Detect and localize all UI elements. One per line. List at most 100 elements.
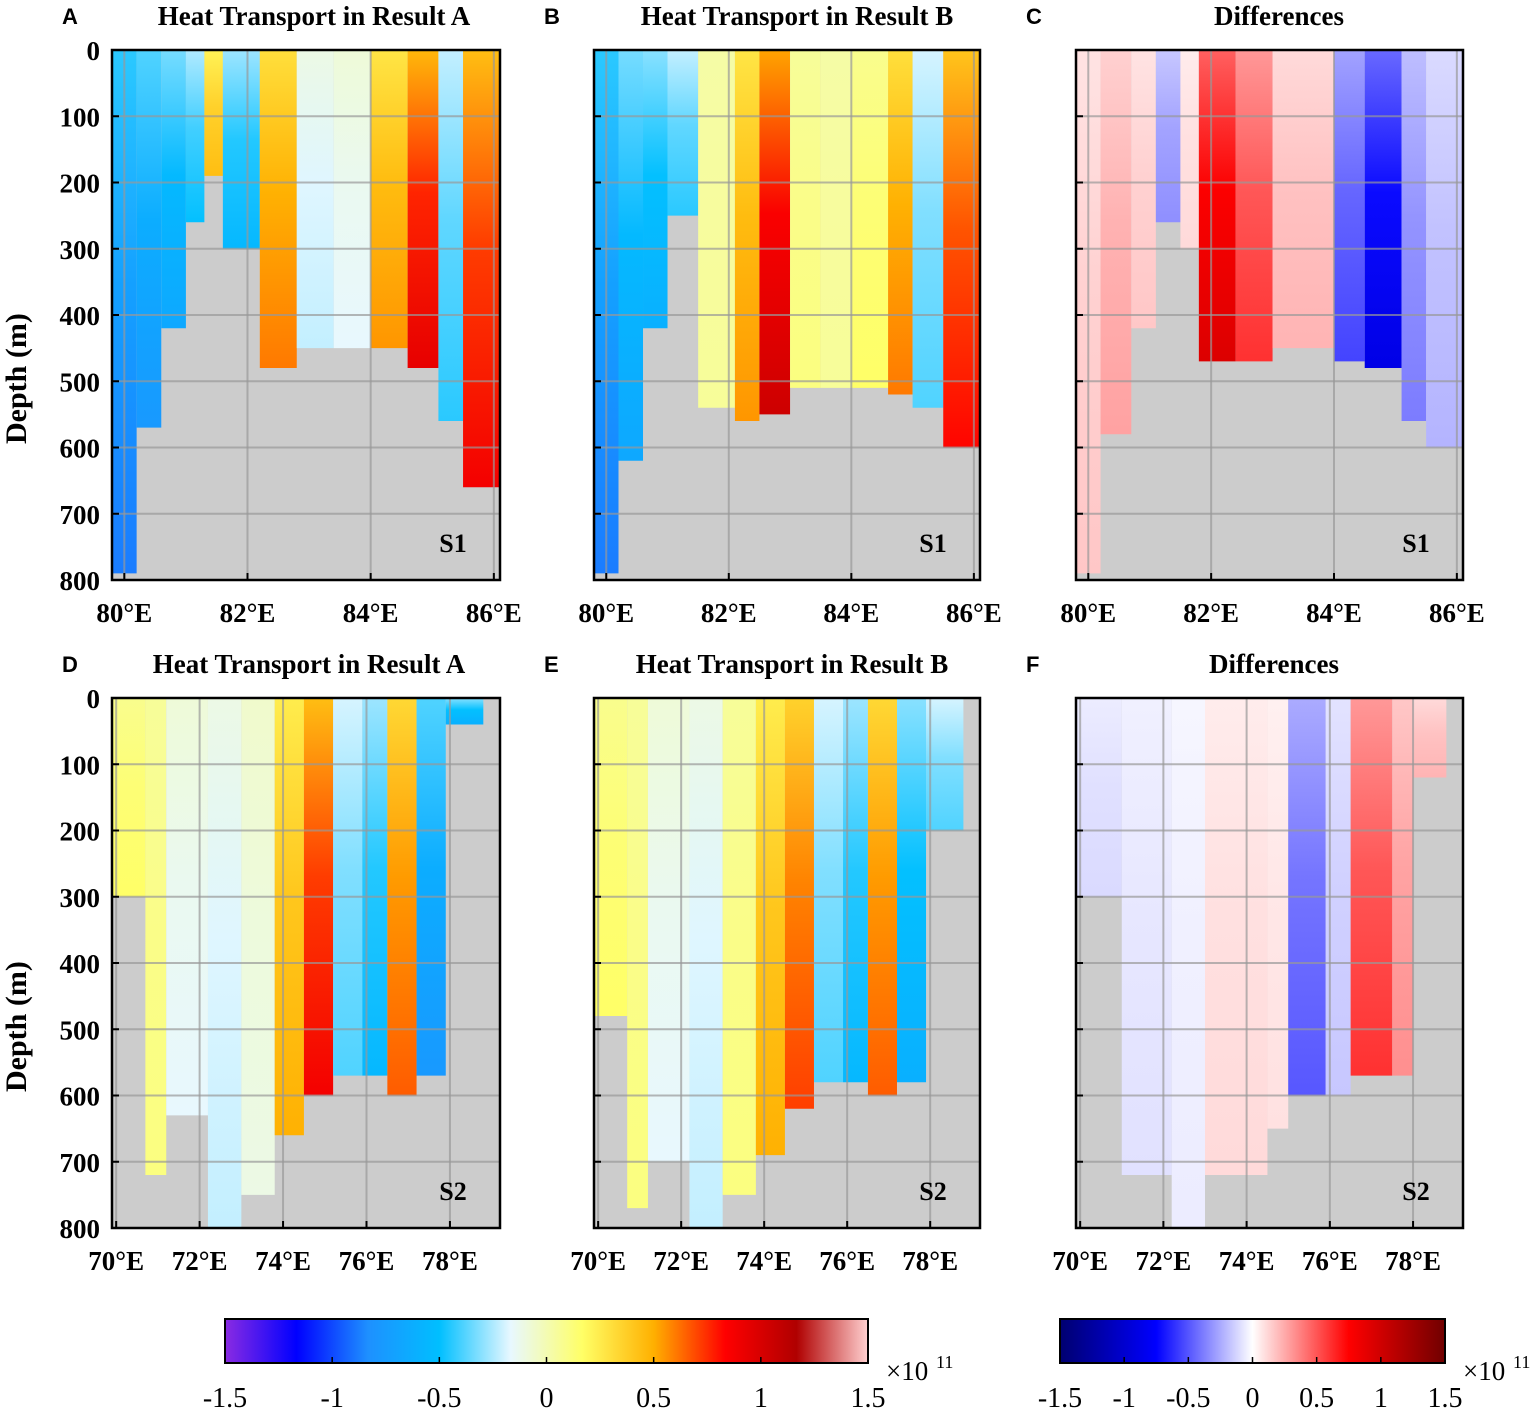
y-tick-label: 300 (60, 235, 101, 265)
y-tick-label: 500 (60, 367, 101, 397)
data-column (1131, 50, 1156, 329)
data-column (1155, 50, 1181, 223)
panel-title: Heat Transport in Result A (153, 649, 466, 679)
data-column (1392, 698, 1414, 1076)
y-tick-label: 0 (87, 684, 101, 714)
panel-b: 80°E 82°E 84°E 86°E B Heat Transport in Resul… (544, 1, 1002, 628)
data-column (888, 50, 913, 395)
x-tick-label: 70°E (1052, 1246, 1108, 1276)
colorbar-ramp (224, 1318, 869, 1364)
data-column (759, 50, 791, 415)
data-column (618, 50, 644, 461)
colorbar-tick-label: 1.5 (851, 1383, 886, 1409)
data-column (241, 698, 275, 1195)
data-column (643, 50, 668, 329)
colorbar-tick-label: -1 (321, 1383, 344, 1409)
data-column (296, 50, 334, 349)
y-tick-label: 800 (60, 566, 101, 596)
data-column (722, 698, 756, 1195)
colorbar-exponent: ×10 (886, 1356, 928, 1386)
colorbar-tick-label: 1.5 (1428, 1383, 1463, 1409)
panel-d: 70°E 72°E 74°E 76°E 78°E 0 100 200 300 400 500 600 7… (0, 649, 502, 1276)
y-tick-label: 200 (60, 817, 101, 847)
y-tick-label: 400 (60, 301, 101, 331)
data-column (185, 50, 205, 223)
x-tick-label: 84°E (823, 598, 879, 628)
colorbar-tick-label: 1 (754, 1383, 768, 1409)
colorbar-tick-label: -1 (1113, 1383, 1136, 1409)
panel-title: Heat Transport in Result B (636, 649, 949, 679)
x-tick-label: 72°E (172, 1246, 228, 1276)
data-column (1076, 698, 1122, 897)
data-column (813, 698, 844, 1083)
data-column (445, 698, 484, 725)
y-tick-label: 400 (60, 949, 101, 979)
panel-letter: B (544, 4, 560, 29)
panel-title: Differences (1209, 649, 1339, 679)
panel-letter: A (62, 4, 78, 29)
data-column (912, 50, 944, 408)
y-axis-label: Depth (m) (0, 961, 33, 1092)
colorbar-diff: -1.5 -1 -0.5 0 0.5 1 1.5×10 11 (1038, 1318, 1530, 1409)
data-column (145, 698, 167, 1175)
colorbar-tick-label: -1.5 (203, 1383, 247, 1409)
section-label: S1 (439, 529, 466, 558)
panel-letter: F (1026, 652, 1039, 677)
panel-c: 80°E 82°E 84°E 86°E C Differences S1 (1026, 1, 1485, 628)
data-column (161, 50, 186, 329)
x-tick-label: 82°E (701, 598, 757, 628)
x-tick-label: 76°E (1302, 1246, 1358, 1276)
x-tick-label: 78°E (902, 1246, 958, 1276)
panel-title: Differences (1214, 1, 1344, 31)
data-column (790, 50, 821, 388)
colorbar-tick-label: -0.5 (1166, 1383, 1210, 1409)
x-tick-label: 74°E (736, 1246, 792, 1276)
data-column (274, 698, 304, 1136)
data-column (166, 698, 208, 1116)
colorbar-tick-label: 0 (1246, 1383, 1260, 1409)
panel-title: Heat Transport in Result A (158, 1, 471, 31)
data-column (136, 50, 162, 428)
x-tick-label: 78°E (1385, 1246, 1441, 1276)
panel-e: 70°E 72°E 74°E 76°E 78°E E Heat Transport in R… (544, 649, 982, 1276)
panel-a: 80°E 82°E 84°E 86°E 0 100 200 300 400 500 600 700 80… (0, 1, 522, 628)
y-tick-label: 100 (60, 102, 101, 132)
x-tick-label: 86°E (1429, 598, 1485, 628)
data-column (820, 50, 852, 388)
panel-letter: E (544, 652, 559, 677)
colorbar-tick-label: -1.5 (1038, 1383, 1082, 1409)
section-label: S2 (439, 1177, 466, 1206)
x-tick-label: 82°E (1183, 598, 1239, 628)
data-column (112, 698, 146, 897)
data-column (627, 698, 648, 1209)
x-tick-label: 84°E (1306, 598, 1362, 628)
data-column (734, 50, 760, 421)
colorbar-tick-label: 0.5 (636, 1383, 671, 1409)
colorbar-exponent-power: 11 (1513, 1352, 1530, 1372)
y-tick-label: 100 (60, 750, 101, 780)
data-column (416, 698, 446, 1076)
panel-title: Heat Transport in Result B (641, 1, 954, 31)
data-column (333, 698, 363, 1076)
y-axis-label: Depth (m) (0, 313, 33, 444)
y-tick-label: 300 (60, 883, 101, 913)
data-column (1100, 50, 1132, 435)
data-column (896, 698, 927, 1083)
x-tick-label: 86°E (466, 598, 522, 628)
y-tick-label: 500 (60, 1015, 101, 1045)
x-tick-label: 84°E (343, 598, 399, 628)
data-column (204, 50, 223, 176)
x-tick-label: 76°E (339, 1246, 395, 1276)
data-column (1364, 50, 1402, 368)
data-column (333, 50, 371, 349)
panel-f: 70°E 72°E 74°E 76°E 78°E F Differences S2 (1026, 649, 1465, 1276)
colorbar-exponent: ×10 (1463, 1356, 1505, 1386)
x-tick-label: 70°E (88, 1246, 144, 1276)
data-column (667, 50, 699, 216)
colorbar-tick-label: -0.5 (417, 1383, 461, 1409)
data-column (755, 698, 785, 1156)
y-tick-label: 800 (60, 1214, 101, 1244)
y-tick-label: 200 (60, 169, 101, 199)
colorbar-heat: -1.5 -1 -0.5 0 0.5 1 1.5×10 11 (203, 1318, 953, 1409)
